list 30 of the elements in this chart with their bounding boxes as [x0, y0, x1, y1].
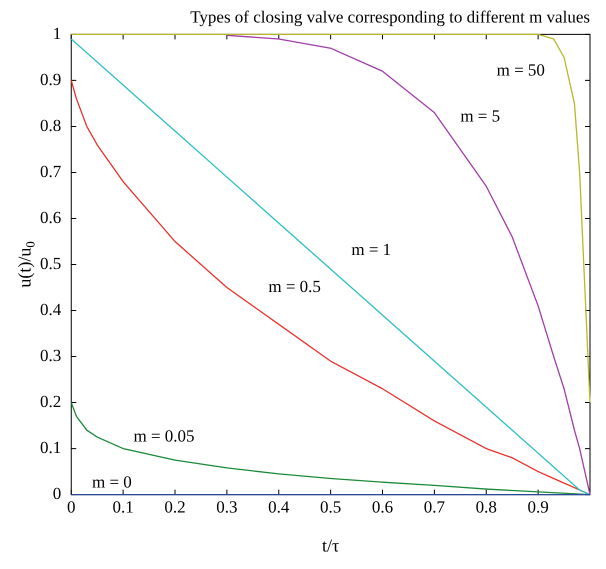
y-tick-label: 0.6 [40, 208, 62, 227]
x-tick-label: 0.1 [112, 497, 134, 516]
y-tick-label: 0.7 [40, 162, 62, 181]
annotation: m = 0.05 [134, 426, 195, 446]
y-tick-label: 0.2 [40, 392, 62, 412]
y-tick-label: 0.4 [40, 300, 62, 319]
x-tick-label: 0.5 [320, 497, 342, 516]
x-tick-label: 0.6 [372, 497, 394, 516]
y-tick-label: 0 [52, 484, 62, 504]
annotation: m = 50 [496, 60, 545, 80]
annotation: m = 1 [351, 240, 392, 260]
x-tick-label: 0.4 [268, 497, 290, 516]
x-tick-label: 0.3 [216, 497, 238, 516]
chart-title: Types of closing valve corresponding to different m values [190, 8, 590, 27]
x-tick-label: 0.8 [476, 497, 497, 516]
x-tick-label: 0.9 [528, 497, 549, 516]
y-tick-label: 0.3 [40, 346, 62, 366]
x-axis-title: t/τ [322, 535, 340, 556]
y-tick-label: 0.5 [40, 254, 62, 273]
x-tick-label: 0.2 [164, 497, 186, 516]
y-tick-label: 1 [52, 24, 62, 43]
y-tick-label: 0.9 [40, 70, 62, 89]
x-tick-label: 0.7 [424, 497, 446, 516]
annotation: m = 0 [92, 472, 132, 492]
x-tick-label: 0 [67, 497, 76, 516]
y-tick-label: 0.1 [40, 438, 62, 458]
annotation: m = 5 [460, 106, 500, 126]
annotation: m = 0.5 [268, 276, 321, 296]
y-axis-title: u(t)/u0 [14, 241, 38, 288]
y-tick-label: 0.8 [40, 116, 62, 135]
